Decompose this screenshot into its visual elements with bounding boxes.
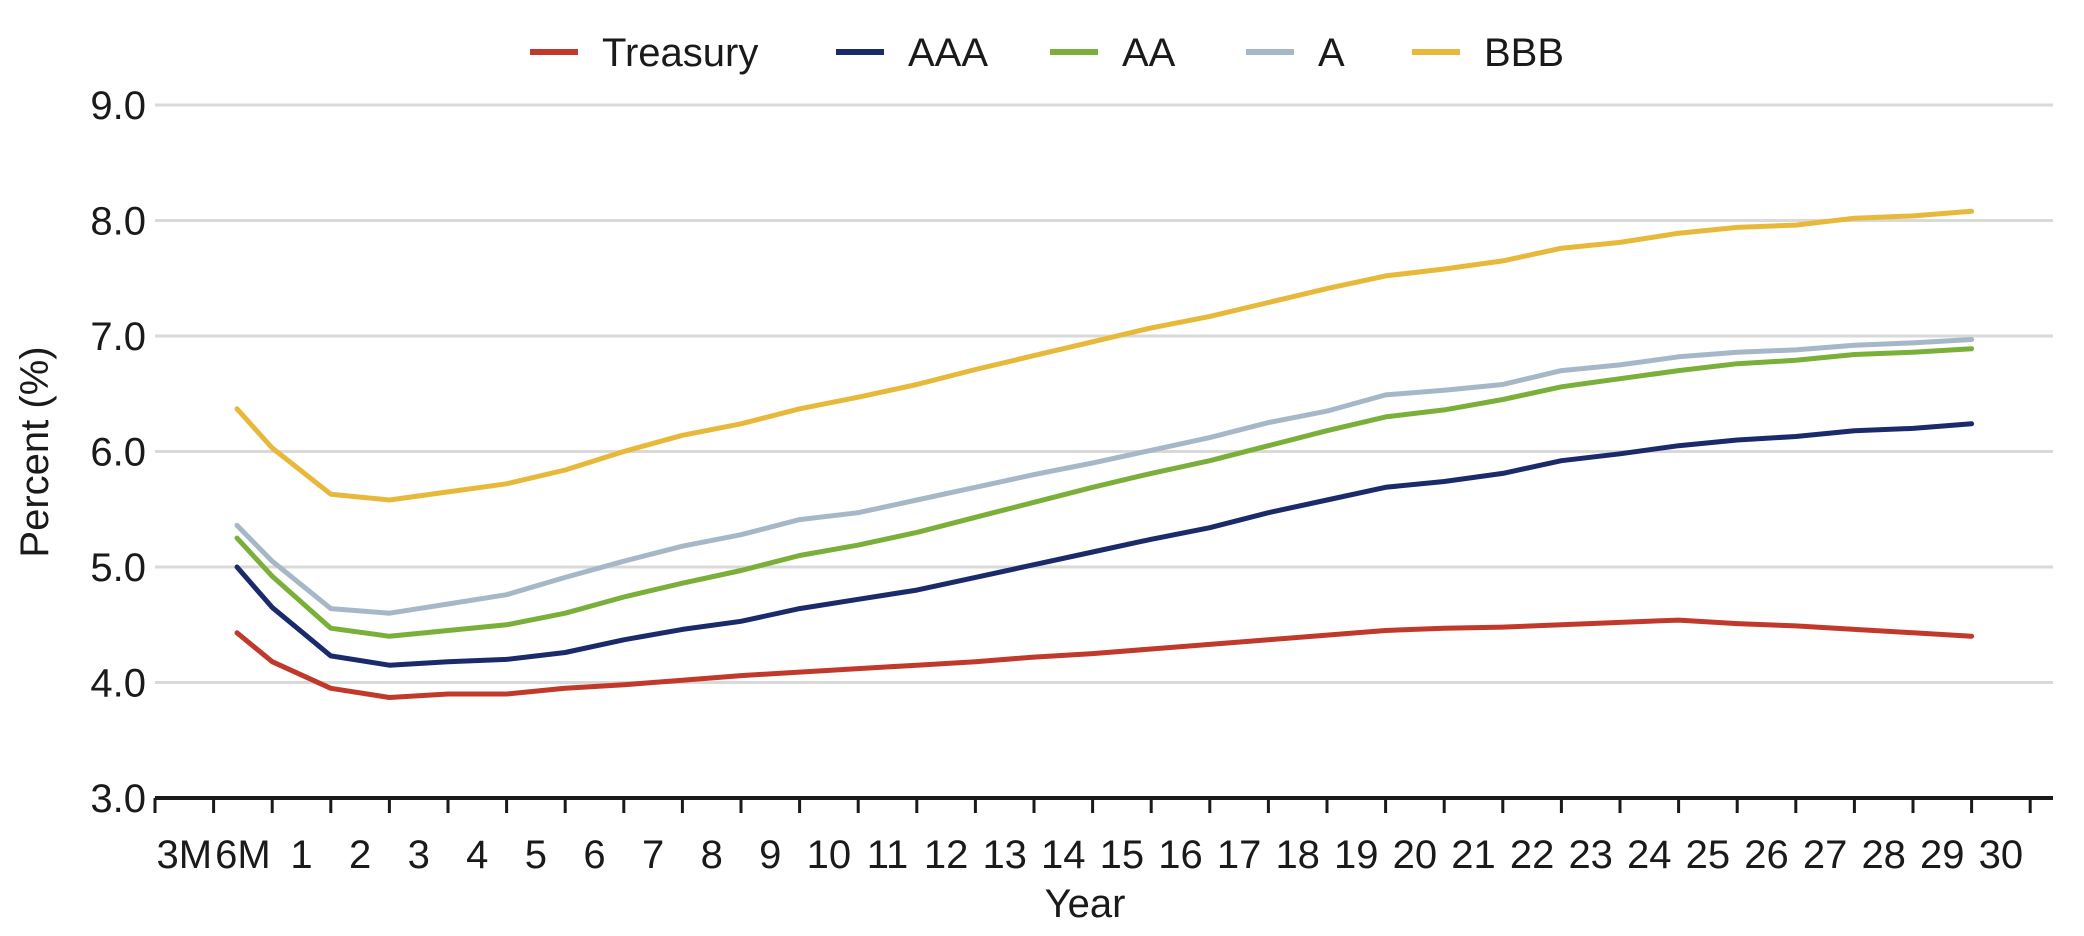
x-tick-label: 15 [1100,833,1145,877]
x-tick-label: 23 [1568,833,1613,877]
y-tick-label: 7.0 [90,315,146,359]
x-tick-label: 12 [924,833,969,877]
legend-label: BBB [1484,31,1564,75]
x-tick-label: 20 [1393,833,1438,877]
x-tick-label: 5 [525,833,547,877]
x-tick-label: 29 [1920,833,1965,877]
x-tick-label: 28 [1861,833,1906,877]
y-tick-label: 4.0 [90,662,146,706]
legend-label: AAA [908,31,988,75]
legend-item-aa: AA [1050,31,1176,75]
legend-item-treasury: Treasury [530,31,758,75]
x-tick-label: 27 [1803,833,1848,877]
series-line-bbb [234,208,1975,503]
x-tick-label: 25 [1686,833,1731,877]
x-tick-label: 24 [1627,833,1672,877]
legend-label: AA [1122,31,1176,75]
series-lines [234,208,1975,700]
x-axis: 3M 6M 1 2 3 4 5 6 7 8 9 10 11 12 13 14 15 16 17 18 19 20 21 22 2… [153,796,2053,877]
y-tick-label: 3.0 [90,777,146,821]
legend-item-bbb: BBB [1412,31,1564,75]
y-tick-label: 5.0 [90,546,146,590]
legend-item-aaa: AAA [836,31,988,75]
y-axis-title: Percent (%) [13,346,57,557]
x-tick-label: 13 [982,833,1027,877]
x-tick-label: 19 [1334,833,1379,877]
chart-legend: Treasury AAA AA A BBB [530,31,1564,75]
x-tick-label: 6 [583,833,605,877]
y-axis: 3.0 4.0 5.0 6.0 7.0 8.0 9.0 [90,84,146,821]
x-tick-label: 3M [157,833,213,877]
x-tick-label: 16 [1158,833,1203,877]
series-line-a [234,337,1975,616]
x-tick-label: 18 [1275,833,1320,877]
x-tick-label: 30 [1979,833,2024,877]
x-tick-label: 21 [1451,833,1496,877]
legend-label: A [1318,31,1345,75]
series-line-treasury [234,617,1975,700]
y-tick-label: 6.0 [90,431,146,475]
legend-item-a: A [1246,31,1345,75]
x-tick-label: 9 [759,833,781,877]
x-tick-label: 26 [1744,833,1789,877]
y-tick-label: 9.0 [90,84,146,128]
x-tick-label: 22 [1510,833,1555,877]
y-tick-label: 8.0 [90,200,146,244]
x-tick-label: 4 [466,833,488,877]
series-line-aa [234,346,1975,639]
x-tick-label: 3 [408,833,430,877]
series-line-aaa [234,421,1975,668]
x-tick-label: 7 [642,833,664,877]
gridlines [155,103,2053,684]
x-tick-label: 1 [290,833,312,877]
x-tick-label: 14 [1041,833,1086,877]
x-tick-label: 11 [867,833,909,877]
x-axis-title: Year [1045,882,1126,926]
x-tick-label: 6M [215,833,271,877]
x-tick-label: 10 [807,833,852,877]
x-tick-label: 8 [701,833,723,877]
x-tick-label: 17 [1217,833,1262,877]
x-tick-label: 2 [349,833,371,877]
legend-label: Treasury [602,31,758,75]
